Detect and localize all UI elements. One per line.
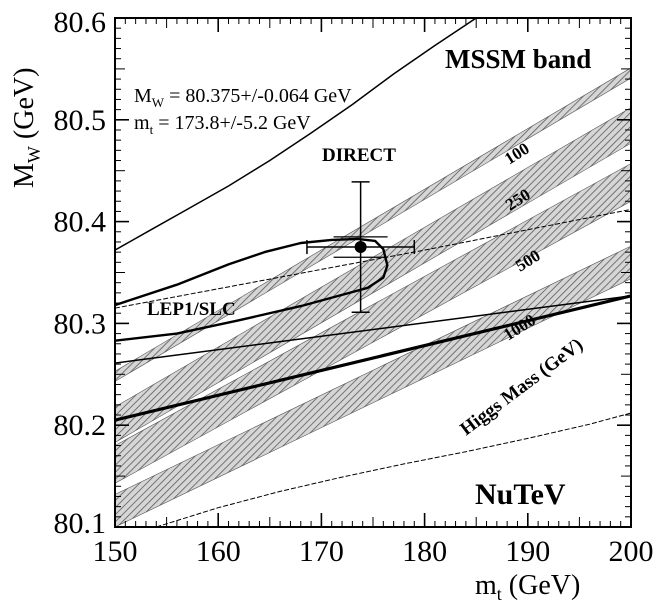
y-tick-label: 80.1	[54, 507, 107, 540]
thick-reference-line	[115, 294, 631, 422]
y-tick-label: 80.4	[54, 206, 107, 239]
nutev-lower-line	[156, 412, 631, 527]
plot-area	[115, 18, 631, 527]
y-tick-label: 80.5	[54, 104, 107, 137]
mssm-lower-line	[115, 295, 631, 364]
mw-measurement: MW = 80.375+/-0.064 GeV	[134, 85, 352, 110]
direct-label: DIRECT	[322, 145, 396, 166]
lep-slc-contour	[115, 237, 389, 342]
higgs-band-1000	[115, 245, 631, 527]
x-tick-label: 160	[196, 535, 241, 568]
x-tick-label: 170	[299, 535, 344, 568]
x-tick-label: 190	[505, 535, 550, 568]
direct-point	[354, 241, 367, 254]
nutev-upper-line	[115, 208, 631, 309]
x-axis-title: mt (GeV)	[475, 570, 580, 603]
axis-ticks: 150 160 170 180 190 200 80.1 80.2 80.3 80.4 80.5 80…	[54, 6, 654, 568]
lep-slc-label: LEP1/SLC	[147, 299, 236, 320]
y-tick-label: 80.3	[54, 307, 107, 340]
y-tick-label: 80.6	[54, 6, 107, 39]
x-tick-label: 150	[93, 535, 138, 568]
nutev-label: NuTeV	[475, 478, 566, 511]
higgs-band-500	[115, 163, 631, 484]
higgs-band-100	[115, 67, 631, 382]
mssm-band-label: MSSM band	[445, 44, 591, 74]
x-tick-label: 200	[609, 535, 654, 568]
x-tick-label: 180	[402, 535, 447, 568]
y-tick-label: 80.2	[54, 409, 107, 442]
mssm-upper-line	[115, 18, 478, 251]
mt-measurement: mt = 173.8+/-5.2 GeV	[134, 112, 311, 137]
y-axis-title: MW (GeV)	[9, 68, 44, 188]
